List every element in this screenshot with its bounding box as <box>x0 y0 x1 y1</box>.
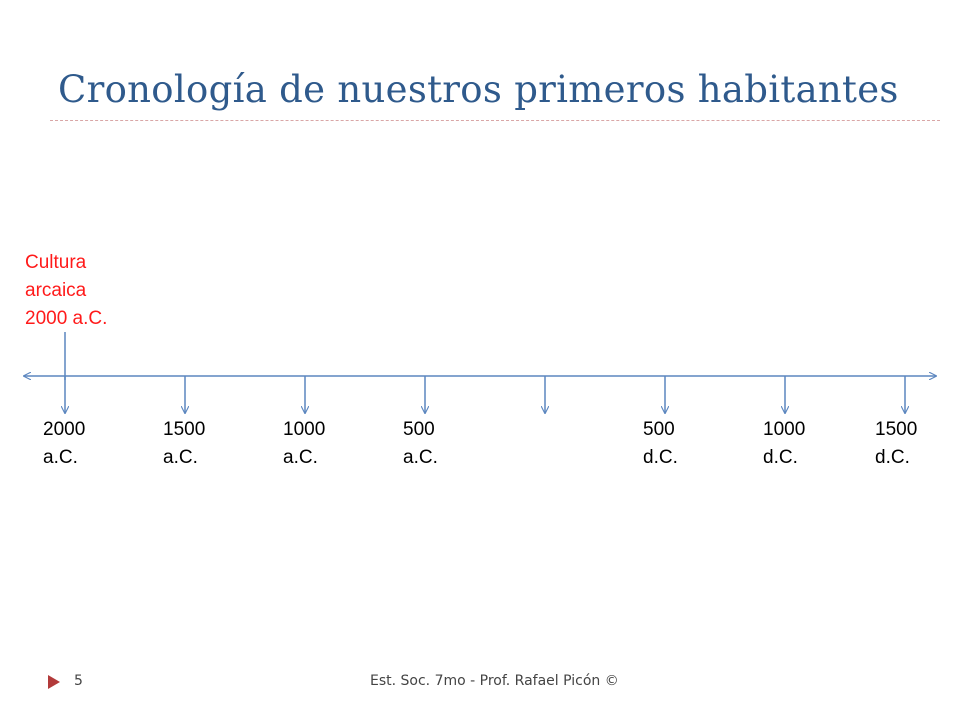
callout-cultura-arcaica: Cultura arcaica 2000 a.C. <box>25 249 107 333</box>
timeline-tick-label: 2000 a.C. <box>43 416 85 472</box>
tick-year: 1000 <box>283 419 326 440</box>
timeline-tick-label: 1500 d.C. <box>875 416 917 472</box>
tick-era: d.C. <box>875 447 910 468</box>
callout-line: Cultura <box>25 252 87 273</box>
tick-year: 1000 <box>763 419 806 440</box>
tick-year: 2000 <box>43 419 86 440</box>
title-divider <box>50 120 940 121</box>
tick-year: 500 <box>403 419 435 440</box>
slide-title: Cronología de nuestros primeros habitant… <box>58 68 899 111</box>
callout-line: 2000 a.C. <box>25 308 108 329</box>
tick-era: a.C. <box>283 447 318 468</box>
timeline-tick-label: 1000 d.C. <box>763 416 805 472</box>
tick-era: a.C. <box>403 447 438 468</box>
timeline-tick-label: 500 a.C. <box>403 416 438 472</box>
timeline-tick-label: 1000 a.C. <box>283 416 325 472</box>
triangle-bullet-icon <box>48 675 60 689</box>
tick-era: d.C. <box>643 447 678 468</box>
tick-year: 1500 <box>875 419 918 440</box>
page-number: 5 <box>74 673 83 689</box>
timeline-ticks <box>65 376 905 413</box>
timeline-tick-label: 1500 a.C. <box>163 416 205 472</box>
callout-line: arcaica <box>25 280 87 301</box>
tick-year: 1500 <box>163 419 206 440</box>
tick-era: a.C. <box>43 447 78 468</box>
tick-era: a.C. <box>163 447 198 468</box>
footer-credit: Est. Soc. 7mo - Prof. Rafael Picón © <box>370 673 619 689</box>
timeline-tick-label: 500 d.C. <box>643 416 678 472</box>
tick-era: d.C. <box>763 447 798 468</box>
tick-year: 500 <box>643 419 675 440</box>
